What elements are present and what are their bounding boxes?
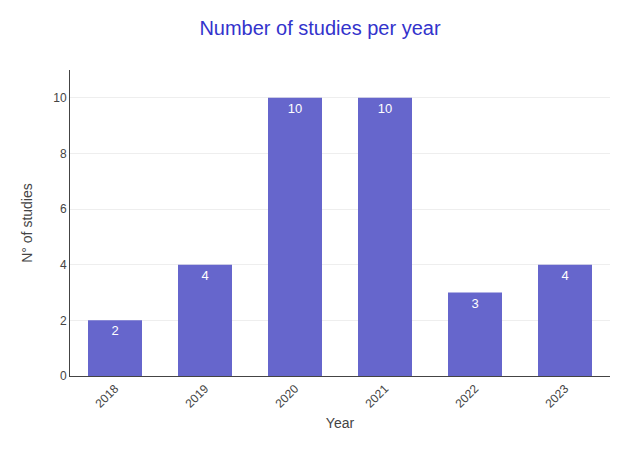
svg-text:2021: 2021 bbox=[363, 382, 392, 411]
svg-text:N° of studies: N° of studies bbox=[19, 183, 35, 263]
svg-text:10: 10 bbox=[288, 101, 302, 116]
svg-text:Number of studies per year: Number of studies per year bbox=[199, 17, 441, 39]
svg-text:4: 4 bbox=[561, 268, 568, 283]
svg-text:6: 6 bbox=[60, 202, 67, 216]
svg-text:2: 2 bbox=[60, 314, 67, 328]
svg-text:2019: 2019 bbox=[183, 382, 212, 411]
svg-text:10: 10 bbox=[53, 91, 67, 105]
svg-text:0: 0 bbox=[60, 369, 67, 383]
svg-text:4: 4 bbox=[201, 268, 208, 283]
svg-text:2022: 2022 bbox=[453, 382, 482, 411]
svg-text:2018: 2018 bbox=[93, 382, 122, 411]
svg-text:8: 8 bbox=[60, 147, 67, 161]
svg-text:2020: 2020 bbox=[273, 382, 302, 411]
svg-text:2: 2 bbox=[111, 323, 118, 338]
svg-text:2023: 2023 bbox=[543, 382, 572, 411]
svg-text:10: 10 bbox=[378, 101, 392, 116]
svg-text:Year: Year bbox=[326, 415, 355, 431]
svg-text:3: 3 bbox=[471, 296, 478, 311]
svg-text:4: 4 bbox=[60, 258, 67, 272]
